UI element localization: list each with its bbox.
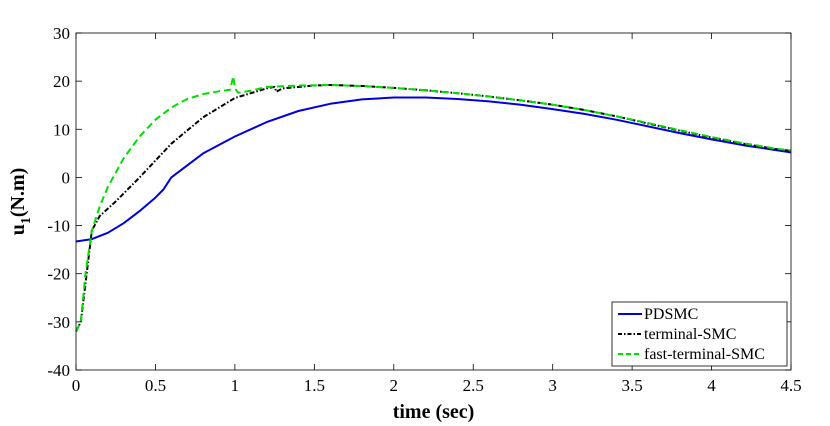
x-tick-label: 0.5 (145, 376, 166, 395)
x-axis-title: time (sec) (393, 401, 475, 423)
y-axis-title: u1(N.m) (7, 168, 34, 236)
y-tick-label: -40 (47, 361, 70, 380)
x-tick-label: 2.5 (463, 376, 484, 395)
x-tick-label: 1.5 (304, 376, 325, 395)
y-axis-title-sub: 1 (19, 217, 34, 224)
y-tick-label: 0 (62, 168, 71, 187)
x-tick-label: 4 (707, 376, 716, 395)
x-tick-label: 0 (72, 376, 81, 395)
plot-frame (75, 32, 792, 371)
x-tick-label: 3 (548, 376, 557, 395)
y-tick-label: -10 (47, 217, 70, 236)
y-tick-label: 30 (53, 24, 70, 43)
series-layer (75, 75, 792, 332)
x-tick-label: 1 (231, 376, 240, 395)
legend: PDSMC terminal-SMC fast-terminal-SMC (611, 301, 788, 367)
y-axis-title-unit: (N.m) (7, 168, 29, 217)
legend-box (611, 301, 788, 367)
y-tick-label: -30 (47, 313, 70, 332)
x-tick-label: 3.5 (621, 376, 642, 395)
y-tick-label: -20 (47, 265, 70, 284)
y-tick-label: 10 (53, 120, 70, 139)
series-line-PDSMC (75, 96, 792, 243)
x-tick-label: 4.5 (780, 376, 801, 395)
svg-text:u1(N.m): u1(N.m) (7, 168, 34, 236)
y-tick-label: 20 (53, 72, 70, 91)
y-axis-title-main: u (7, 224, 29, 235)
series-line-fast-terminal-SMC (75, 75, 792, 332)
x-tick-label: 2 (390, 376, 399, 395)
ticks-layer: 0 0.5 1 1.5 2 2.5 3 3.5 4 4.5 -40 -30 -20 -10 0 10 20 30 (47, 24, 801, 395)
legend-label: fast-terminal-SMC (644, 346, 765, 363)
legend-label: PDSMC (644, 306, 698, 323)
legend-label: terminal-SMC (644, 326, 736, 343)
